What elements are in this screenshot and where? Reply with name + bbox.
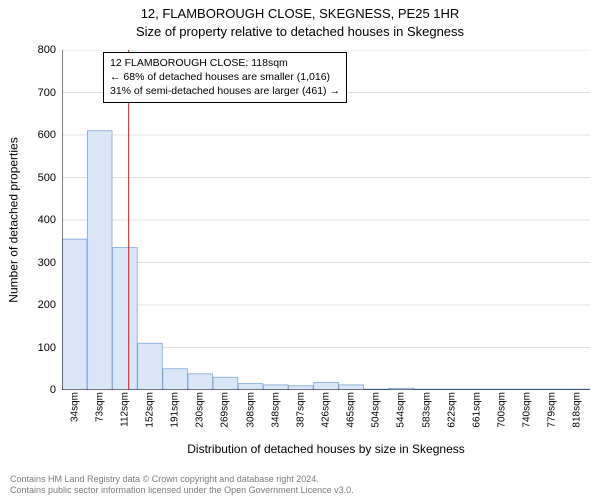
x-tick: 583sqm (421, 392, 432, 428)
bar (163, 369, 188, 390)
x-tick: 661sqm (471, 392, 482, 428)
x-tick: 269sqm (220, 392, 231, 428)
y-tick: 700 (22, 87, 56, 99)
x-tick: 779sqm (547, 392, 558, 428)
y-tick: 300 (22, 257, 56, 269)
bar (314, 382, 339, 390)
y-axis-label: Number of detached properties (6, 50, 22, 390)
y-tick: 600 (22, 129, 56, 141)
x-axis-ticks: 34sqm 73sqm 112sqm 152sqm 191sqm 230sqm 269sqm… (62, 392, 590, 438)
x-tick: 34sqm (69, 392, 80, 422)
annotation-line1: 12 FLAMBOROUGH CLOSE: 118sqm (110, 56, 340, 70)
bar (263, 385, 288, 390)
x-tick: 348sqm (270, 392, 281, 428)
x-tick: 818sqm (572, 392, 583, 428)
annotation-line3: 31% of semi-detached houses are larger (… (110, 84, 340, 98)
x-tick: 504sqm (371, 392, 382, 428)
bar (339, 385, 364, 390)
x-tick: 152sqm (145, 392, 156, 428)
bar (87, 131, 112, 390)
y-axis-ticks: 0100200300400500600700800 (24, 50, 58, 390)
bar (113, 248, 138, 390)
annotation-line2: ← 68% of detached houses are smaller (1,… (110, 70, 340, 84)
x-tick: 387sqm (295, 392, 306, 428)
y-tick: 500 (22, 172, 56, 184)
y-tick: 0 (22, 384, 56, 396)
chart-supertitle: 12, FLAMBOROUGH CLOSE, SKEGNESS, PE25 1H… (0, 6, 600, 21)
bar (213, 377, 238, 390)
footer-attribution: Contains HM Land Registry data © Crown c… (10, 474, 590, 497)
y-tick: 200 (22, 299, 56, 311)
bar (289, 386, 314, 390)
x-tick: 622sqm (446, 392, 457, 428)
x-tick: 544sqm (396, 392, 407, 428)
x-tick: 426sqm (321, 392, 332, 428)
bar (62, 239, 87, 390)
y-tick: 100 (22, 342, 56, 354)
bar (238, 384, 263, 390)
footer-line1: Contains HM Land Registry data © Crown c… (10, 474, 590, 485)
bar (138, 343, 163, 390)
x-tick: 465sqm (346, 392, 357, 428)
x-tick: 230sqm (195, 392, 206, 428)
annotation-box: 12 FLAMBOROUGH CLOSE: 118sqm ← 68% of de… (103, 52, 347, 103)
chart-subtitle: Size of property relative to detached ho… (0, 24, 600, 39)
x-tick: 308sqm (245, 392, 256, 428)
chart-container: 12, FLAMBOROUGH CLOSE, SKEGNESS, PE25 1H… (0, 0, 600, 500)
x-axis-label: Distribution of detached houses by size … (62, 442, 590, 456)
x-tick: 740sqm (522, 392, 533, 428)
x-tick: 191sqm (170, 392, 181, 428)
x-tick: 112sqm (119, 392, 130, 427)
x-tick: 700sqm (497, 392, 508, 428)
bar (188, 374, 213, 390)
y-tick: 400 (22, 214, 56, 226)
x-tick: 73sqm (94, 392, 105, 422)
y-tick: 800 (22, 44, 56, 56)
footer-line2: Contains public sector information licen… (10, 485, 590, 496)
